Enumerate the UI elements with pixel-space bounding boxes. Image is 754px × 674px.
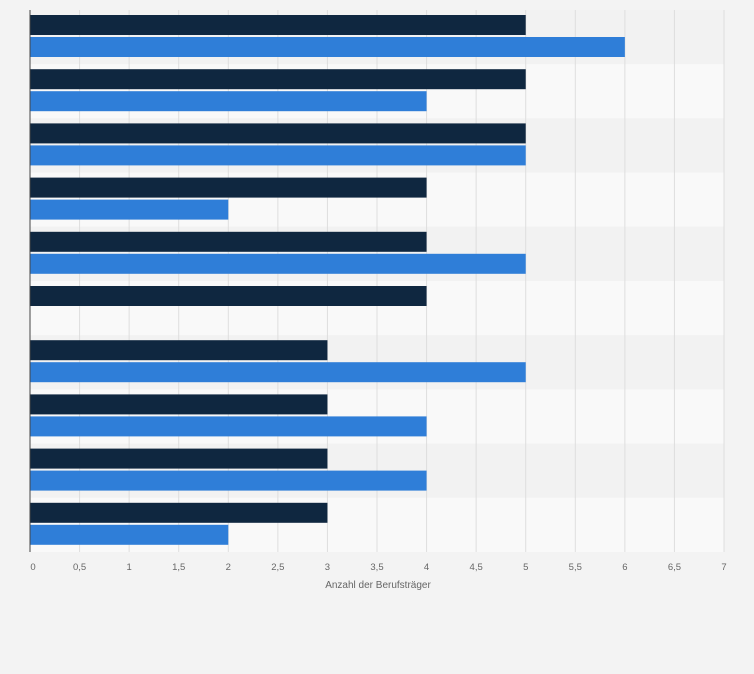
bar-series-1	[30, 502, 328, 523]
x-axis-label: Anzahl der Berufsträger	[325, 580, 431, 591]
x-tick-label: 6	[622, 562, 627, 573]
bar-series-2	[30, 416, 427, 437]
bar-series-2	[30, 524, 229, 545]
x-tick-label: 3	[325, 562, 330, 573]
bar-series-1	[30, 340, 328, 361]
bar-series-2	[30, 37, 625, 57]
x-tick-label: 1	[126, 562, 131, 573]
x-tick-label: 4,5	[470, 562, 483, 573]
bars	[30, 15, 625, 545]
bar-series-2	[30, 470, 427, 491]
x-tick-label: 2,5	[271, 562, 284, 573]
x-tick-label: 2	[226, 562, 231, 573]
x-tick-label: 5,5	[569, 562, 582, 573]
bar-series-2	[30, 91, 427, 112]
bar-series-2	[30, 362, 526, 383]
bar-series-1	[30, 123, 526, 144]
bar-series-1	[30, 448, 328, 469]
x-tick-label: 5	[523, 562, 528, 573]
x-tick-label: 1,5	[172, 562, 185, 573]
bar-series-1	[30, 231, 427, 252]
bar-series-1	[30, 177, 427, 198]
bar-series-1	[30, 286, 427, 306]
x-tick-label: 0	[30, 562, 35, 573]
bar-series-2	[30, 199, 229, 220]
bar-series-1	[30, 69, 526, 90]
x-axis-ticks: 0 0,5 1 1,5 2 2,5 3 3,5 4 4,5 5 5,5 6 6,5 7	[30, 562, 726, 573]
bar-series-2	[30, 253, 526, 274]
x-tick-label: 4	[424, 562, 429, 573]
x-tick-label: 6,5	[668, 562, 681, 573]
x-tick-label: 7	[721, 562, 726, 573]
bar-series-1	[30, 394, 328, 415]
bar-series-2	[30, 145, 526, 166]
x-tick-label: 3,5	[370, 562, 383, 573]
x-tick-label: 0,5	[73, 562, 86, 573]
bar-series-1	[30, 15, 526, 35]
